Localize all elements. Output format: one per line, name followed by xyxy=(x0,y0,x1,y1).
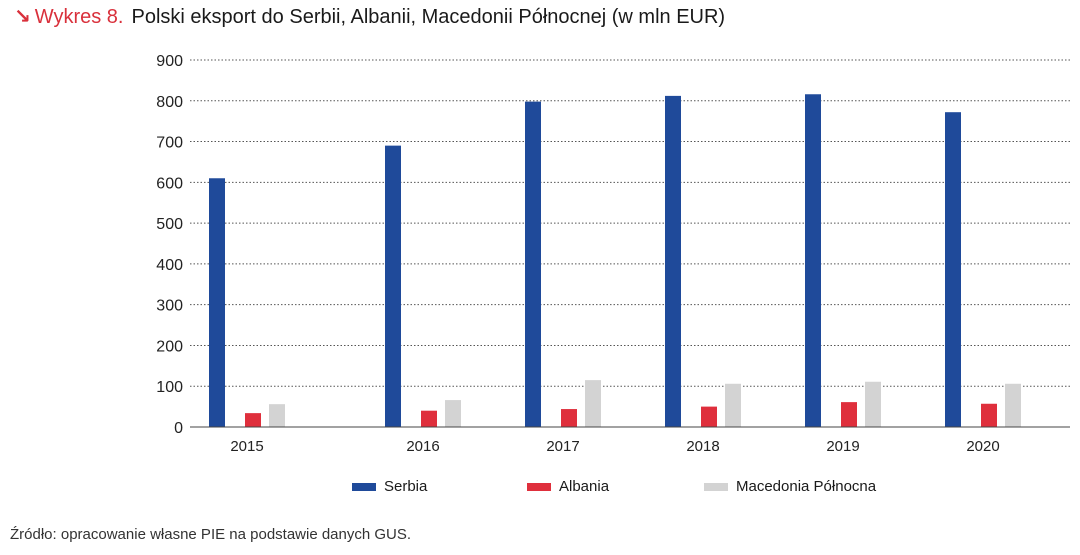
x-tick-label: 2015 xyxy=(230,438,263,455)
bar-albania-2017 xyxy=(561,409,577,427)
legend-swatch-macedonia xyxy=(704,483,728,491)
bar-albania-2015 xyxy=(245,413,261,427)
legend-label-macedonia: Macedonia Północna xyxy=(736,478,877,495)
legend-swatch-albania xyxy=(527,483,551,491)
bar-albania-2018 xyxy=(701,406,717,427)
legend-swatch-serbia xyxy=(352,483,376,491)
bar-macedonia-2018 xyxy=(725,383,741,427)
bar-macedonia-2019 xyxy=(865,381,881,427)
bar-serbia-2016 xyxy=(385,145,401,427)
x-tick-label: 2020 xyxy=(966,438,999,455)
y-tick-label: 900 xyxy=(156,53,183,70)
arrow-down-right-icon: ↘ xyxy=(14,6,31,28)
bar-macedonia-2015 xyxy=(269,404,285,427)
bar-serbia-2019 xyxy=(805,94,821,428)
y-tick-label: 0 xyxy=(174,420,183,437)
bar-serbia-2017 xyxy=(525,101,541,428)
bar-serbia-2015 xyxy=(209,178,225,427)
bar-albania-2019 xyxy=(841,402,857,427)
y-tick-label: 600 xyxy=(156,175,183,192)
bar-serbia-2020 xyxy=(945,112,961,427)
y-tick-label: 300 xyxy=(156,298,183,315)
y-tick-label: 800 xyxy=(156,94,183,111)
chart-header: ↘ Wykres 8. Polski eksport do Serbii, Alba… xyxy=(14,4,725,30)
chart-legend: Serbia Albania Macedonia Północna xyxy=(0,476,1080,498)
y-tick-label: 400 xyxy=(156,257,183,274)
legend-label-albania: Albania xyxy=(559,478,610,495)
bar-chart: 0 100 200 300 400 500 600 700 800 900 2015 2016 2017… xyxy=(156,53,1070,455)
bar-albania-2016 xyxy=(421,410,437,427)
legend-label-serbia: Serbia xyxy=(384,478,428,495)
bar-macedonia-2017 xyxy=(585,380,601,427)
y-tick-label: 200 xyxy=(156,338,183,355)
y-tick-label: 700 xyxy=(156,135,183,152)
source-note: Źródło: opracowanie własne PIE na podsta… xyxy=(10,526,412,543)
x-tick-label: 2016 xyxy=(406,438,439,455)
chart-title: Polski eksport do Serbii, Albanii, Maced… xyxy=(131,6,726,28)
bar-macedonia-2016 xyxy=(445,400,461,427)
x-tick-label: 2017 xyxy=(546,438,579,455)
x-tick-label: 2019 xyxy=(826,438,859,455)
bar-albania-2020 xyxy=(981,403,997,427)
y-tick-label: 500 xyxy=(156,216,183,233)
chart-number: Wykres 8. xyxy=(34,6,124,28)
y-tick-label: 100 xyxy=(156,379,183,396)
bar-serbia-2018 xyxy=(665,95,681,427)
bar-macedonia-2020 xyxy=(1005,383,1021,427)
x-tick-label: 2018 xyxy=(686,438,719,455)
